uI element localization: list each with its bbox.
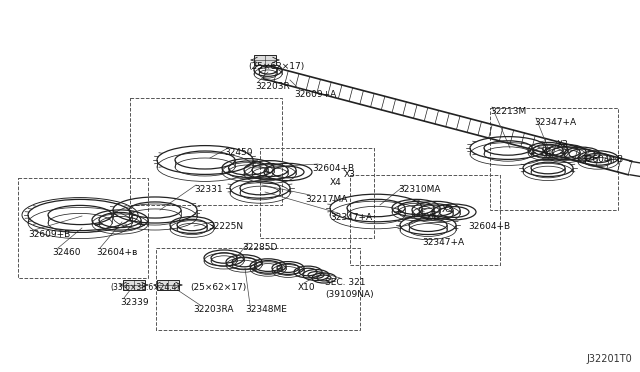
Text: X10: X10 [298, 283, 316, 292]
Text: 32604+B: 32604+B [312, 164, 354, 173]
Text: 32203R: 32203R [255, 82, 290, 91]
Text: 32225N: 32225N [208, 222, 243, 231]
Text: 32348ME: 32348ME [245, 305, 287, 314]
Bar [490, 108, 618, 210]
Text: SEC. 321: SEC. 321 [325, 278, 365, 287]
Text: 32310MA: 32310MA [398, 185, 440, 194]
Bar [254, 55, 276, 65]
Bar [123, 280, 145, 290]
Text: 32609+B: 32609+B [28, 230, 70, 239]
Text: 32347+A: 32347+A [534, 118, 576, 127]
Bar [157, 280, 179, 290]
Bar [260, 148, 374, 238]
Text: (39109NA): (39109NA) [325, 290, 374, 299]
Text: 32285D: 32285D [242, 243, 277, 252]
Text: X4: X4 [426, 213, 438, 222]
Bar [18, 178, 148, 278]
Text: 32331: 32331 [194, 185, 223, 194]
Text: X3: X3 [442, 205, 454, 214]
Text: 32217MA: 32217MA [305, 195, 348, 204]
Text: 32604+B: 32604+B [468, 222, 510, 231]
Bar [130, 98, 282, 205]
Text: (25×62×17): (25×62×17) [248, 62, 304, 71]
Text: 32213M: 32213M [490, 107, 526, 116]
Text: 32609+A: 32609+A [294, 90, 336, 99]
Text: X3: X3 [344, 170, 356, 179]
Text: 32339: 32339 [120, 298, 148, 307]
Text: 32347+A: 32347+A [422, 238, 464, 247]
Text: 32460: 32460 [52, 248, 81, 257]
Text: X4: X4 [541, 148, 553, 157]
Text: J32201T0: J32201T0 [586, 354, 632, 364]
Bar [156, 248, 360, 330]
Text: (25×62×17): (25×62×17) [190, 283, 246, 292]
Text: 32203RA: 32203RA [193, 305, 234, 314]
Text: X4: X4 [330, 178, 342, 187]
Text: 32604+B: 32604+B [581, 155, 623, 164]
Text: 32604+ʙ: 32604+ʙ [96, 248, 137, 257]
Text: X3: X3 [557, 140, 569, 149]
Text: 32450: 32450 [224, 148, 253, 157]
Text: (33.6×38.6×24.4): (33.6×38.6×24.4) [110, 283, 179, 292]
Bar [350, 175, 500, 265]
Text: 32347+A: 32347+A [330, 213, 372, 222]
